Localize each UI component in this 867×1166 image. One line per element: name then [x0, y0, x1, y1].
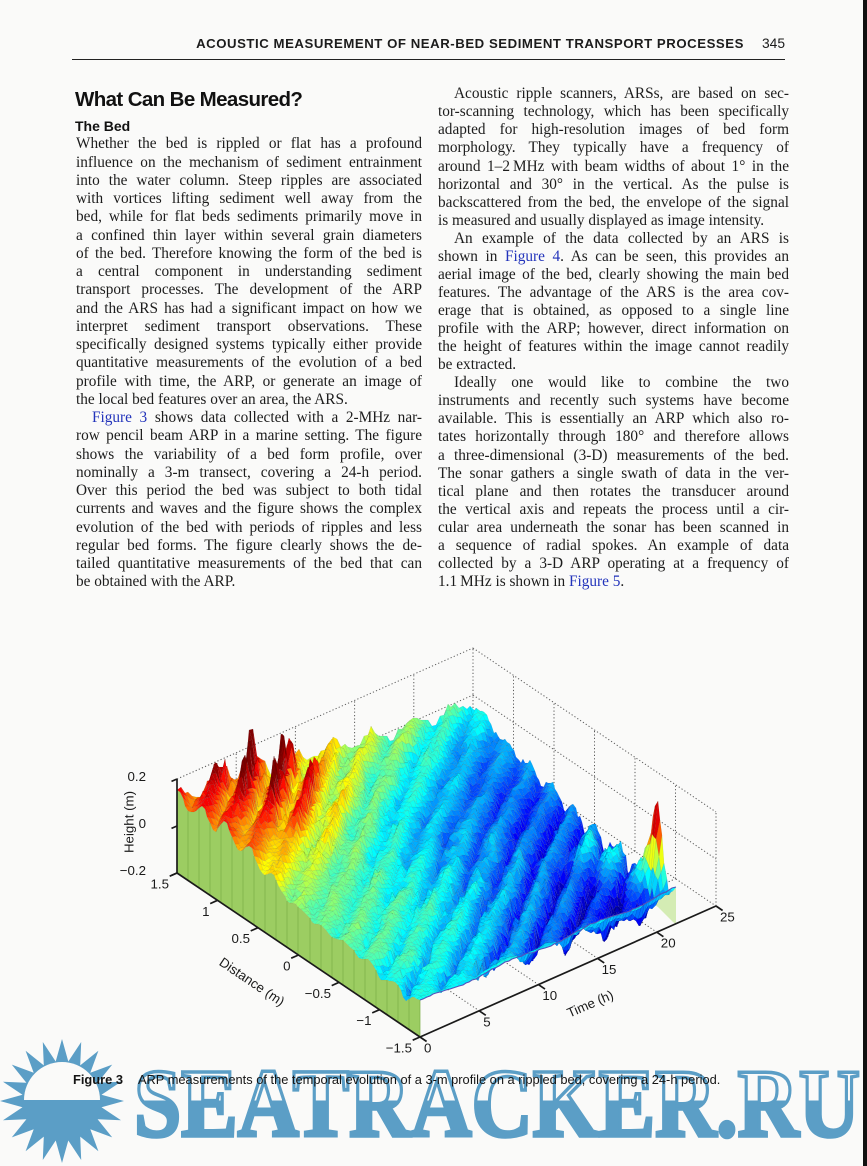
svg-text:0: 0 [424, 1041, 431, 1056]
svg-text:−1: −1 [356, 1013, 371, 1028]
svg-text:Height (m): Height (m) [122, 791, 137, 853]
svg-text:1: 1 [202, 904, 209, 919]
svg-text:0.5: 0.5 [232, 931, 251, 946]
svg-text:25: 25 [720, 910, 735, 925]
svg-text:−0.5: −0.5 [305, 986, 331, 1001]
svg-text:−0.2: −0.2 [120, 863, 146, 878]
svg-text:0: 0 [139, 816, 146, 831]
svg-text:1.5: 1.5 [151, 877, 170, 892]
svg-text:20: 20 [661, 936, 676, 951]
svg-text:SEATRACKER.RU: SEATRACKER.RU [134, 1050, 860, 1157]
svg-text:0.2: 0.2 [128, 769, 147, 784]
svg-text:15: 15 [602, 962, 617, 977]
svg-text:0: 0 [283, 959, 290, 974]
svg-text:5: 5 [483, 1014, 490, 1029]
svg-text:10: 10 [542, 988, 557, 1003]
svg-text:−1.5: −1.5 [386, 1041, 412, 1056]
